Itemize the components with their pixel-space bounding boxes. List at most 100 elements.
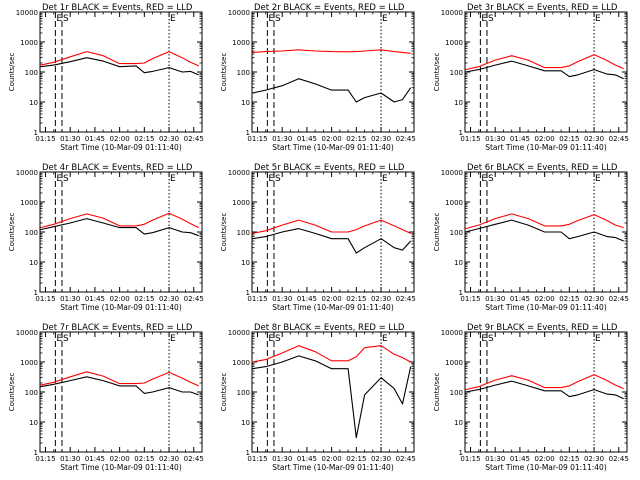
x-tick-label: 01:15 [35,295,55,303]
x-tick-label: 01:30 [485,295,505,303]
x-tick-label: 01:15 [35,455,55,463]
y-tick-label: 1000 [232,359,250,367]
chart-title: Det 5r BLACK = Events, RED = LLD [254,163,405,173]
y-tick-label: 100 [237,229,250,237]
x-tick-label: 01:15 [460,295,480,303]
panel-5: Det 5r BLACK = Events, RED = LLD 1 10 100 10… [220,163,416,312]
x-axis-label: Start Time (10-Mar-09 01:11:40) [485,303,607,312]
y-tick-label: 1000 [20,199,38,207]
panel-6: Det 6r BLACK = Events, RED = LLD 1 10 100 10… [433,163,629,312]
x-axis-label: Start Time (10-Mar-09 01:11:40) [272,303,394,312]
x-tick-label: 02:45 [609,455,629,463]
y-tick-label: 1000 [445,39,463,47]
y-tick-label: 10000 [441,329,463,337]
x-tick-label: 01:15 [35,135,55,143]
y-tick-label: 10 [29,99,38,107]
y-tick-label: 100 [237,69,250,77]
x-tick-label: 02:15 [346,135,366,143]
y-axis-label: Counts/sec [8,213,16,252]
y-tick-label: 1 [34,289,38,297]
x-tick-label: 02:00 [322,295,342,303]
y-tick-label: 100 [25,69,38,77]
y-tick-label: 10 [29,419,38,427]
x-tick-label: 01:45 [85,135,105,143]
y-tick-label: 10 [454,419,463,427]
x-tick-label: 02:45 [609,295,629,303]
x-tick-label: 02:00 [322,455,342,463]
x-tick-label: 01:45 [510,455,530,463]
plot-frame [251,331,415,453]
y-axis-label: Counts/sec [220,53,228,92]
event-marker-label: E [382,174,388,184]
y-tick-label: 10000 [228,169,250,177]
events-series-line [465,380,624,400]
x-tick-label: 02:30 [159,455,179,463]
lld-series-line [40,212,199,229]
x-tick-label: 02:30 [371,135,391,143]
y-tick-label: 1000 [232,199,250,207]
event-marker-label: E [268,174,274,184]
panel-4: Det 4r BLACK = Events, RED = LLD 1 10 100 10… [8,163,204,312]
x-tick-label: 01:45 [510,135,530,143]
y-tick-label: 1000 [20,39,38,47]
y-tick-label: 1000 [232,39,250,47]
panel-9: Det 9r BLACK = Events, RED = LLD 1 10 100 10… [433,323,629,472]
chart-title: Det 4r BLACK = Events, RED = LLD [42,163,193,173]
y-tick-label: 10000 [441,169,463,177]
y-tick-label: 100 [450,69,463,77]
panel-1: Det 1r BLACK = Events, RED = LLD 1 10 100 10… [8,3,204,152]
x-tick-label: 02:45 [184,135,204,143]
y-axis-label: Counts/sec [220,373,228,412]
lld-series-line [465,54,624,71]
x-tick-label: 02:30 [584,295,604,303]
event-marker-label: S [63,174,69,184]
x-axis-label: Start Time (10-Mar-09 01:11:40) [60,303,182,312]
event-marker-label: S [488,174,494,184]
events-series-line [40,218,199,237]
y-tick-label: 10 [241,259,250,267]
events-series-line [252,355,412,439]
x-tick-label: 02:45 [396,455,416,463]
event-marker-label: E [481,174,487,184]
y-tick-label: 1 [459,129,463,137]
plot-frame [39,11,203,133]
y-tick-label: 1 [34,449,38,457]
event-marker-label: E [56,334,62,344]
events-series-line [252,78,412,103]
chart-title: Det 9r BLACK = Events, RED = LLD [467,323,618,333]
x-tick-label: 02:15 [134,295,154,303]
panel-3: Det 3r BLACK = Events, RED = LLD 1 10 100 10… [433,3,629,152]
plot-frame [39,171,203,293]
x-axis-label: Start Time (10-Mar-09 01:11:40) [60,463,182,472]
y-tick-label: 10000 [16,169,38,177]
x-tick-label: 02:30 [584,455,604,463]
x-tick-label: 01:45 [85,295,105,303]
event-marker-label: E [481,334,487,344]
plot-frame [251,11,415,133]
y-tick-label: 10000 [16,9,38,17]
y-axis-label: Counts/sec [220,213,228,252]
x-tick-label: 02:45 [396,295,416,303]
x-tick-label: 02:00 [110,135,130,143]
y-tick-label: 100 [25,229,38,237]
y-tick-label: 100 [450,389,463,397]
x-tick-label: 01:15 [460,135,480,143]
event-marker-label: S [275,334,281,344]
event-marker-label: S [275,14,281,24]
x-tick-label: 01:30 [485,455,505,463]
x-tick-label: 01:30 [485,135,505,143]
event-marker-label: E [382,334,388,344]
plot-frame [39,331,203,453]
y-tick-label: 1 [34,129,38,137]
x-tick-label: 01:45 [297,455,317,463]
x-tick-label: 01:15 [247,135,267,143]
x-axis-label: Start Time (10-Mar-09 01:11:40) [485,463,607,472]
y-axis-label: Counts/sec [8,373,16,412]
x-tick-label: 01:45 [297,295,317,303]
chart-title: Det 8r BLACK = Events, RED = LLD [254,323,405,333]
x-tick-label: 02:30 [371,295,391,303]
x-tick-label: 02:15 [559,295,579,303]
panel-7: Det 7r BLACK = Events, RED = LLD 1 10 100 10… [8,323,204,472]
event-marker-label: E [56,174,62,184]
